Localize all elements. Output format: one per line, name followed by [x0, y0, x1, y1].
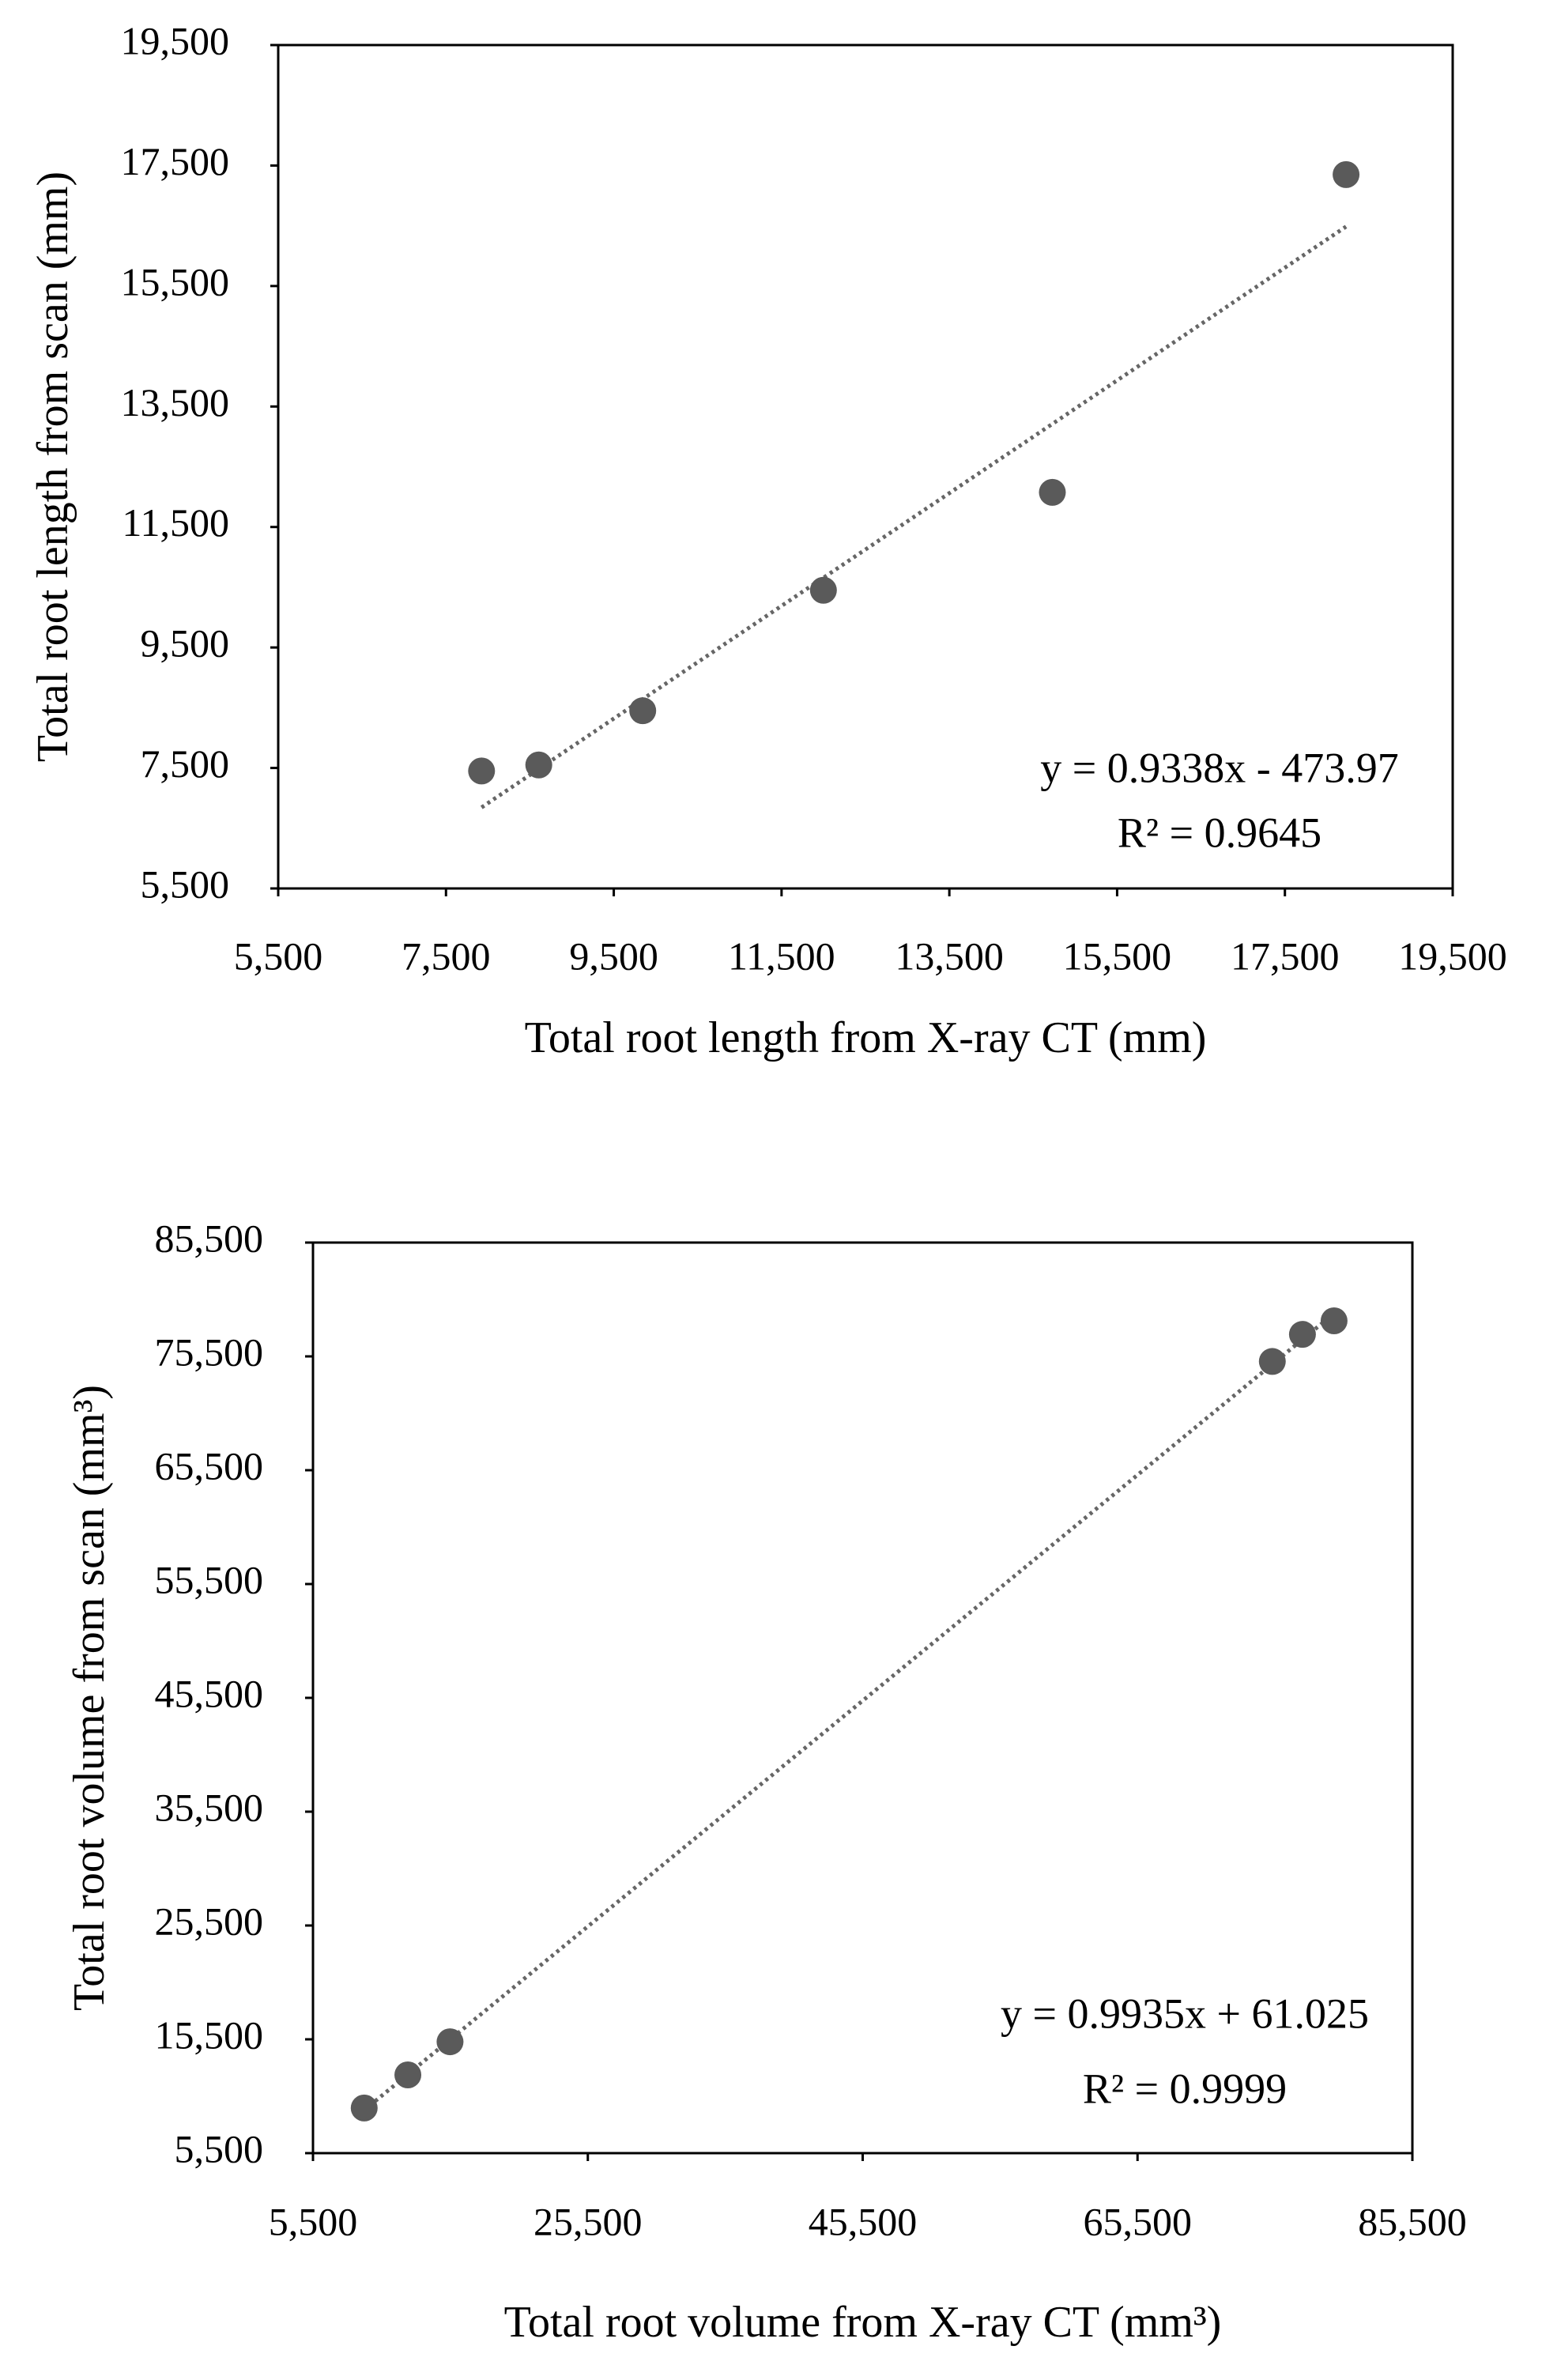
y-tick-label: 65,500 [155, 1443, 264, 1488]
y-axis-title: Total root length from scan (mm) [28, 172, 77, 762]
data-point [1320, 1307, 1348, 1335]
x-tick-label: 65,500 [1084, 2199, 1193, 2243]
data-point [809, 576, 837, 604]
x-tick-label: 9,500 [569, 934, 658, 978]
annotation: R² = 0.9999 [1083, 2065, 1287, 2112]
x-tick-label: 5,500 [234, 934, 323, 978]
y-tick-label: 75,500 [155, 1330, 264, 1374]
y-tick-label: 17,500 [121, 139, 230, 183]
data-point [629, 697, 657, 725]
y-tick-label: 25,500 [155, 1899, 264, 1943]
x-axis-title: Total root length from X-ray CT (mm) [525, 1013, 1207, 1062]
data-point [350, 2094, 378, 2122]
data-point [1333, 160, 1360, 188]
plot-frame [277, 43, 1454, 890]
trendline [363, 1311, 1336, 2112]
y-tick-label: 7,500 [141, 741, 230, 786]
y-tick-label: 15,500 [155, 2012, 264, 2057]
y-tick-label: 35,500 [155, 1785, 264, 1829]
y-tick-label: 9,500 [141, 621, 230, 666]
x-tick-label: 5,500 [269, 2199, 358, 2243]
annotation: y = 0.9338x - 473.97 [1040, 744, 1398, 791]
data-point [525, 751, 552, 779]
x-tick-label: 85,500 [1358, 2199, 1467, 2243]
y-axis-title: Total root volume from scan (mm³) [65, 1385, 114, 2011]
x-tick-label: 15,500 [1063, 934, 1172, 978]
x-axis-title: Total root volume from X-ray CT (mm³) [504, 2298, 1222, 2347]
data-point [1288, 1321, 1316, 1348]
data-point [1258, 1348, 1286, 1375]
x-tick-label: 7,500 [402, 934, 491, 978]
x-tick-label: 11,500 [728, 934, 835, 978]
annotation: R² = 0.9645 [1118, 809, 1321, 856]
x-tick-label: 17,500 [1231, 934, 1340, 978]
y-tick-label: 19,500 [121, 18, 230, 62]
trendline [480, 224, 1348, 809]
data-point [394, 2061, 422, 2088]
y-tick-label: 11,500 [122, 500, 229, 545]
x-tick-label: 45,500 [809, 2199, 918, 2243]
y-tick-label: 45,500 [155, 1671, 264, 1715]
x-tick-label: 13,500 [895, 934, 1004, 978]
data-point [436, 2028, 464, 2056]
data-point [468, 757, 496, 785]
x-tick-label: 19,500 [1398, 934, 1507, 978]
y-tick-label: 5,500 [175, 2126, 264, 2171]
y-tick-label: 13,500 [121, 380, 230, 424]
x-tick-label: 25,500 [533, 2199, 643, 2243]
annotation: y = 0.9935x + 61.025 [1001, 1990, 1369, 2037]
y-tick-label: 15,500 [121, 259, 230, 304]
data-point [1039, 478, 1066, 506]
y-tick-label: 5,500 [141, 862, 230, 906]
y-tick-label: 55,500 [155, 1557, 264, 1601]
y-tick-label: 85,500 [155, 1216, 264, 1260]
